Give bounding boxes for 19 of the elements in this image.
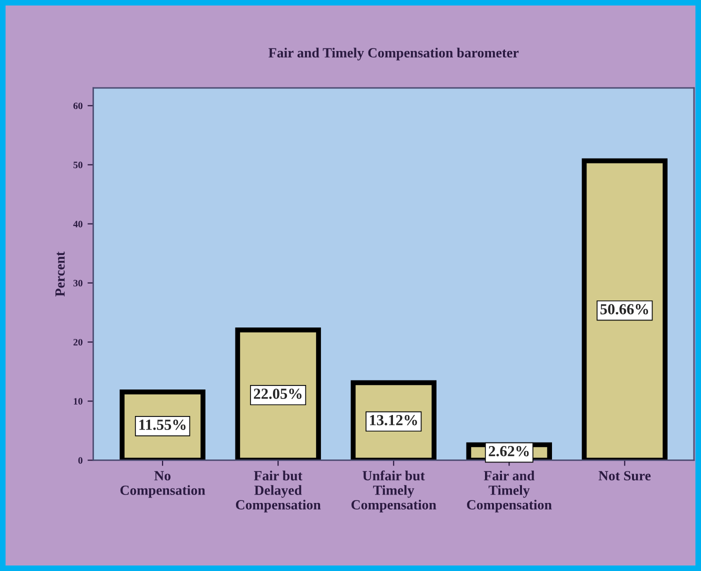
y-tick-label: 40 [73,220,82,228]
y-tick-label: 10 [74,398,82,405]
x-tick-label: No Compensation [120,471,206,498]
x-tick-label: Not Sure [598,471,651,480]
y-tick-label: 50 [73,162,82,168]
y-tick-label: 60 [73,102,82,110]
data-label: 11.55% [139,420,186,430]
x-tick-label: Fair but Delayed Compensation [236,470,321,512]
y-tick-label: 30 [73,280,82,286]
y-tick-label: 20 [74,338,82,346]
y-tick-label: 0 [78,457,82,464]
y-axis-title: Percent [55,252,65,296]
data-label: 50.66% [600,304,648,314]
x-tick-label: Unfair but Timely Compensation [351,470,436,512]
data-label: 2.62% [488,446,529,456]
chart-title: Fair and Timely Compensation barometer [268,48,519,60]
x-tick-label: Fair and Timely Compensation [466,470,552,512]
data-label: 13.12% [370,414,418,426]
data-label: 22.05% [254,388,302,399]
